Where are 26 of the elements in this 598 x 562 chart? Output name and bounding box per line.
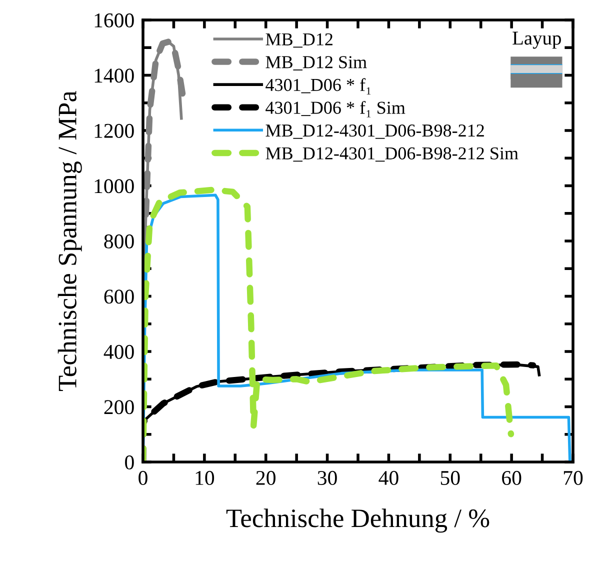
x-tick-label: 60 <box>502 470 522 485</box>
annotation: Layup <box>512 32 561 49</box>
y-tick-label: 1000 <box>94 179 134 194</box>
y-axis-title: Technische Spannung / MPa <box>58 90 82 391</box>
legend-label: 4301_D06 * f₁ Sim <box>266 100 406 118</box>
x-tick-label: 10 <box>196 470 214 485</box>
x-tick-label: 30 <box>318 470 337 485</box>
y-tick-label: 600 <box>104 290 134 304</box>
x-tick-label: 20 <box>256 470 276 485</box>
x-tick-label: 70 <box>564 470 583 485</box>
x-tick-label: 40 <box>378 470 398 485</box>
y-tick-label: 1200 <box>94 124 134 138</box>
y-tick-label: 1400 <box>94 68 134 83</box>
y-tick-label: 200 <box>104 400 134 414</box>
legend-label: MB_D12 Sim <box>266 56 367 70</box>
x-tick-label: 50 <box>440 470 460 485</box>
y-tick-label: 800 <box>104 234 134 248</box>
x-tick-label: 0 <box>138 470 148 485</box>
y-tick-label: 400 <box>104 344 134 359</box>
legend-label: 4301_D06 * f₁ <box>266 78 371 94</box>
y-tick-label: 1600 <box>94 13 134 28</box>
legend-label: MB_D12-4301_D06-B98-212 Sim <box>266 147 518 162</box>
legend-label: MB_D12-4301_D06-B98-212 <box>266 124 484 139</box>
x-axis-title: Technische Dehnung / % <box>226 508 490 533</box>
y-tick-label: 0 <box>125 455 134 470</box>
legend-label: MB_D12 <box>266 33 332 48</box>
